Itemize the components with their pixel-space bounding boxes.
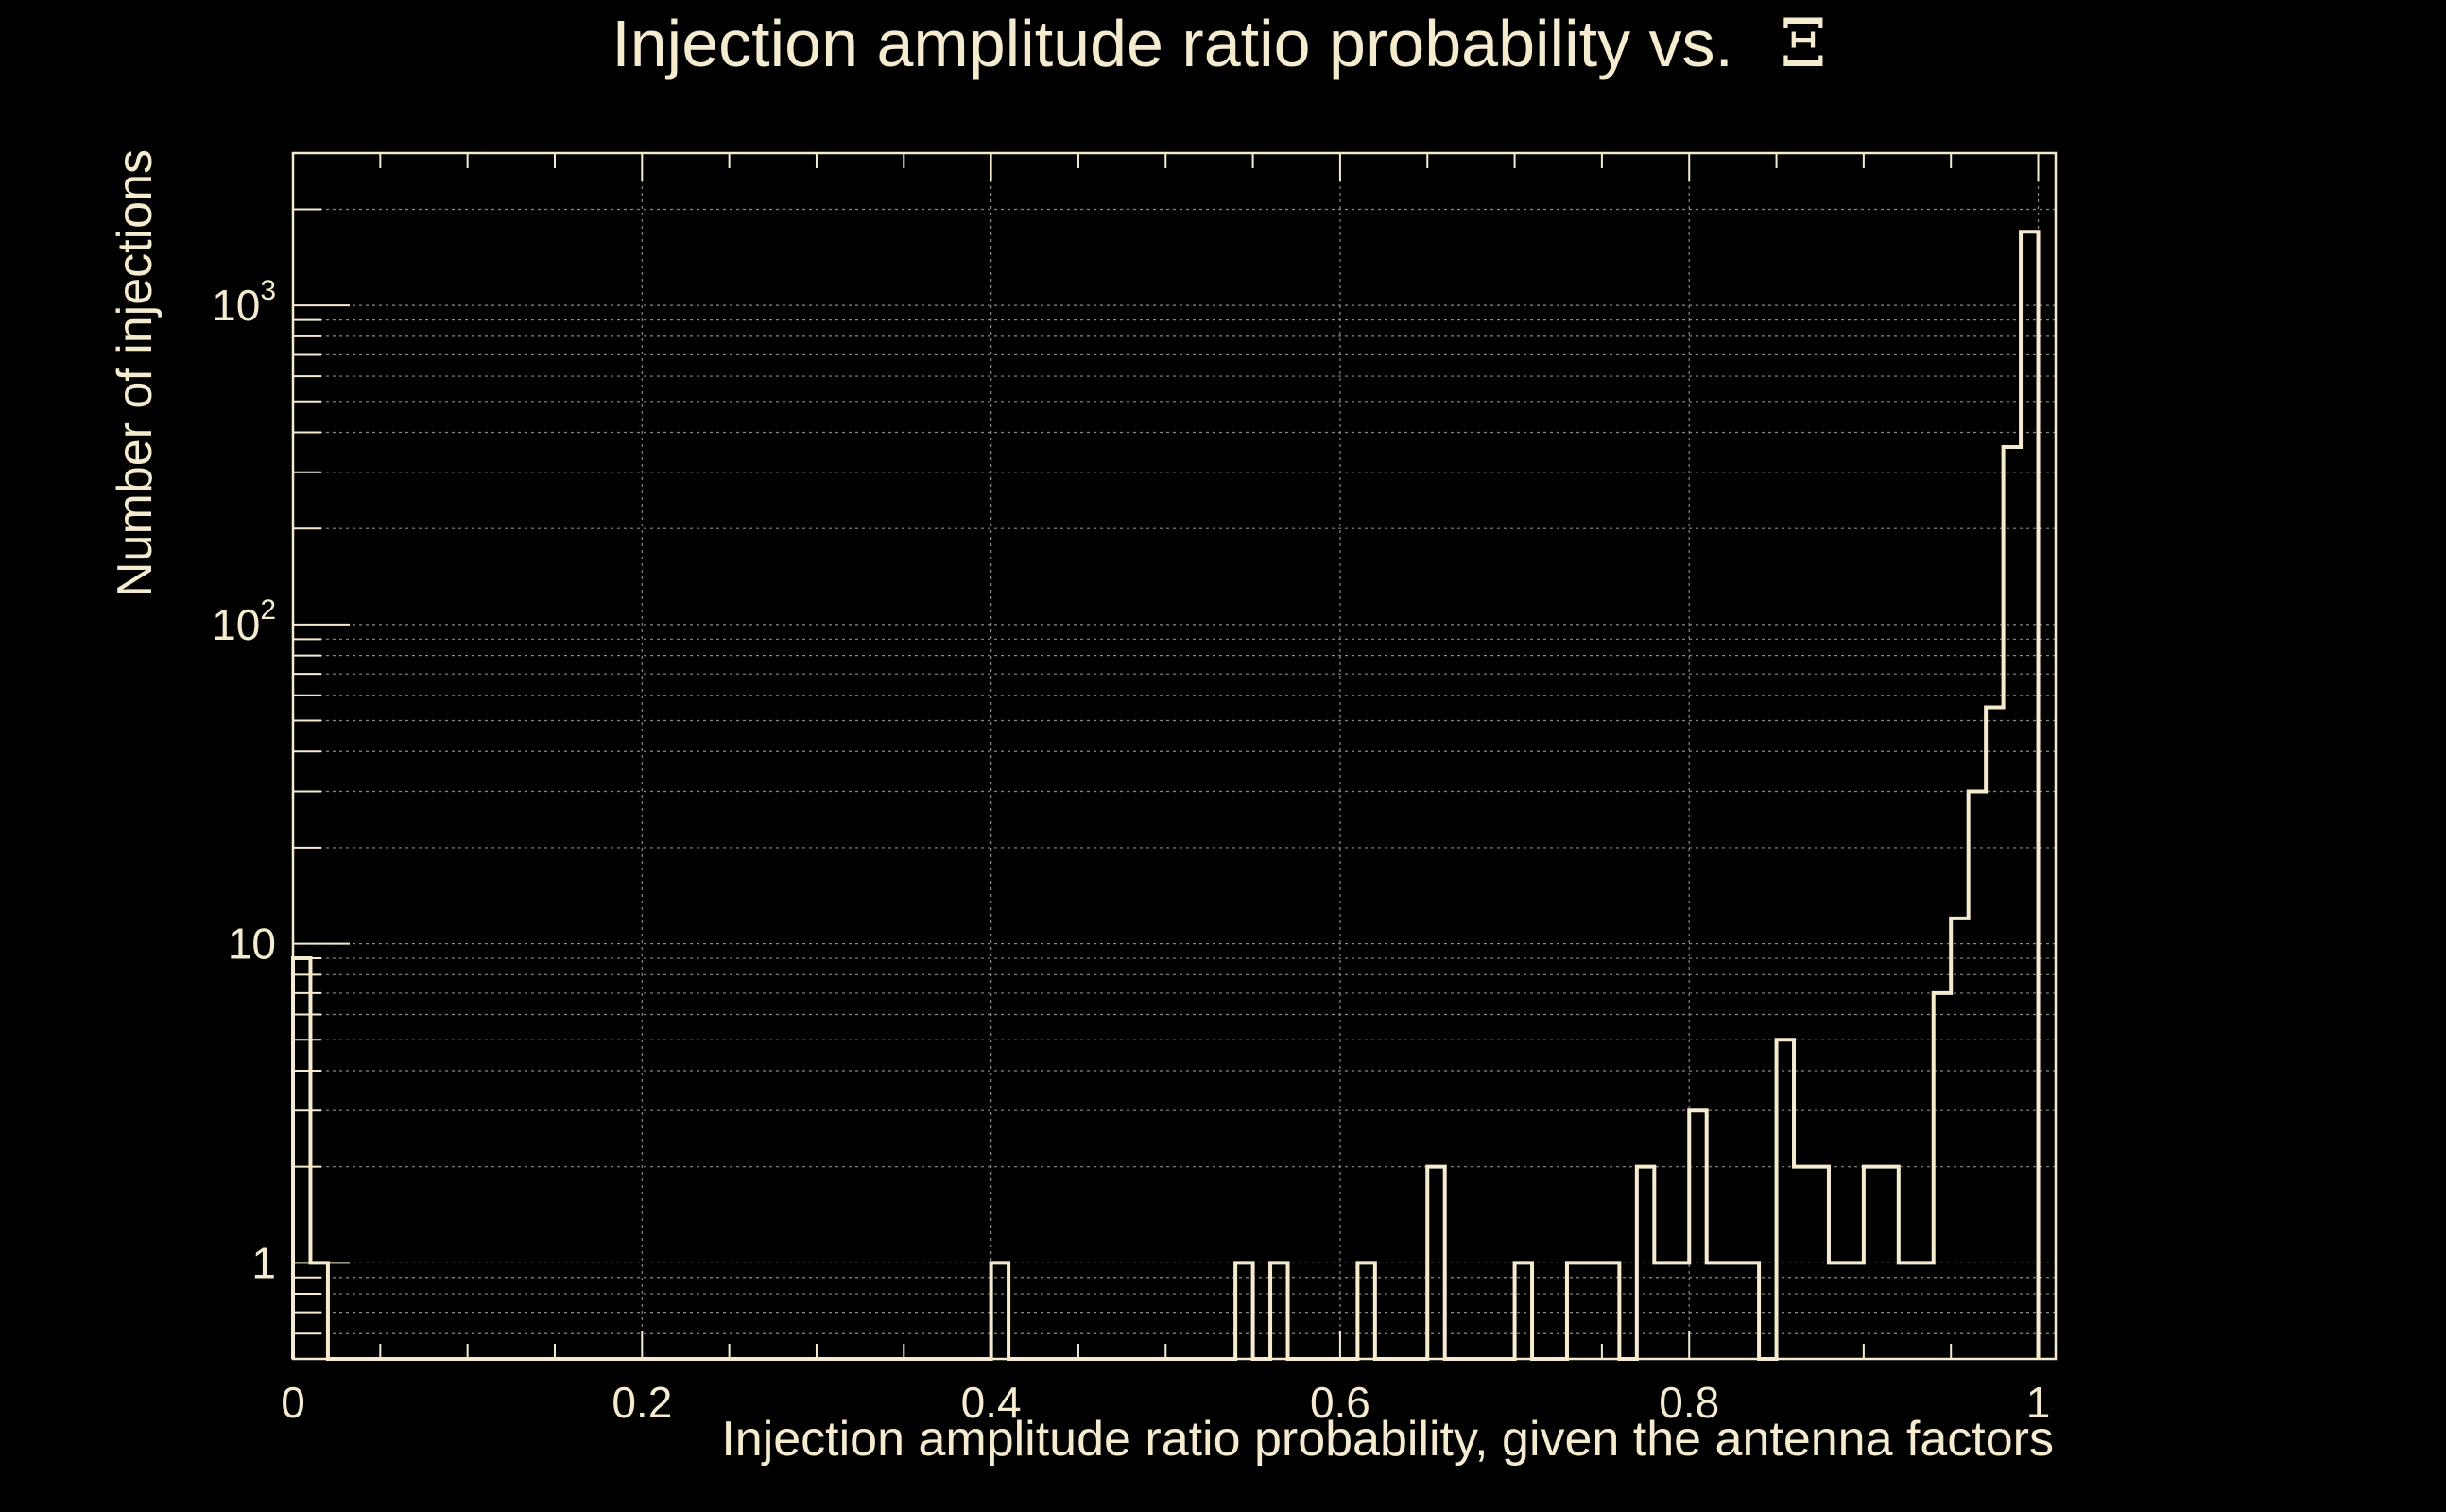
plot-frame [291, 151, 2058, 1361]
histogram-bin-29 [1969, 791, 1986, 1359]
histogram-bin-13 [1672, 1263, 1689, 1359]
histogram-bin-26 [1916, 1263, 1933, 1359]
histogram-bin-16 [1724, 1263, 1741, 1359]
histogram-bin-6 [1427, 1167, 1444, 1359]
histogram-bin-14 [1689, 1110, 1706, 1359]
chart-title-symbol: Ξ [1780, 5, 1826, 82]
chart-title-text: Injection amplitude ratio probability vs… [612, 7, 1733, 80]
histogram-bin-28 [1951, 919, 1968, 1359]
y-tick-label-2: 102 [212, 594, 276, 649]
histogram-bin-3 [1235, 1263, 1252, 1359]
y-axis-label: Number of injections [108, 149, 163, 597]
y-tick-label-1: 10 [228, 919, 276, 969]
histogram-bin-23 [1864, 1167, 1881, 1359]
grid-lines [292, 152, 2056, 1360]
histogram-bin-20 [1811, 1167, 1828, 1359]
histogram-bin-18 [1777, 1040, 1794, 1359]
histogram-bin-27 [1934, 993, 1951, 1359]
x-tick-label-3: 0.6 [1310, 1378, 1370, 1427]
y-tick-labels: 1 10 102 103 [212, 275, 276, 1287]
chart-title: Injection amplitude ratio probability vs… [612, 5, 1826, 82]
histogram-bin-30 [1986, 708, 2003, 1359]
histogram-bin-9 [1584, 1263, 1601, 1359]
x-tick-label-1: 0.2 [612, 1378, 672, 1427]
x-tick-label-5: 1 [2026, 1378, 2051, 1427]
y-tick-label-0: 1 [251, 1238, 276, 1287]
histogram-bin-31 [2004, 447, 2021, 1359]
x-tick-label-0: 0 [281, 1378, 305, 1427]
x-tick-label-4: 0.8 [1659, 1378, 1719, 1427]
y-tick-label-3: 103 [212, 275, 276, 330]
histogram-bin-2 [991, 1263, 1008, 1359]
histogram-bin-0 [293, 958, 310, 1359]
histogram-bin-8 [1567, 1263, 1584, 1359]
x-tick-labels: 0 0.2 0.4 0.6 0.8 1 [281, 1378, 2050, 1427]
x-tick-label-2: 0.4 [961, 1378, 1022, 1427]
axis-ticks [292, 152, 2040, 1360]
x-axis-label: Injection amplitude ratio probability, g… [721, 1412, 2054, 1467]
